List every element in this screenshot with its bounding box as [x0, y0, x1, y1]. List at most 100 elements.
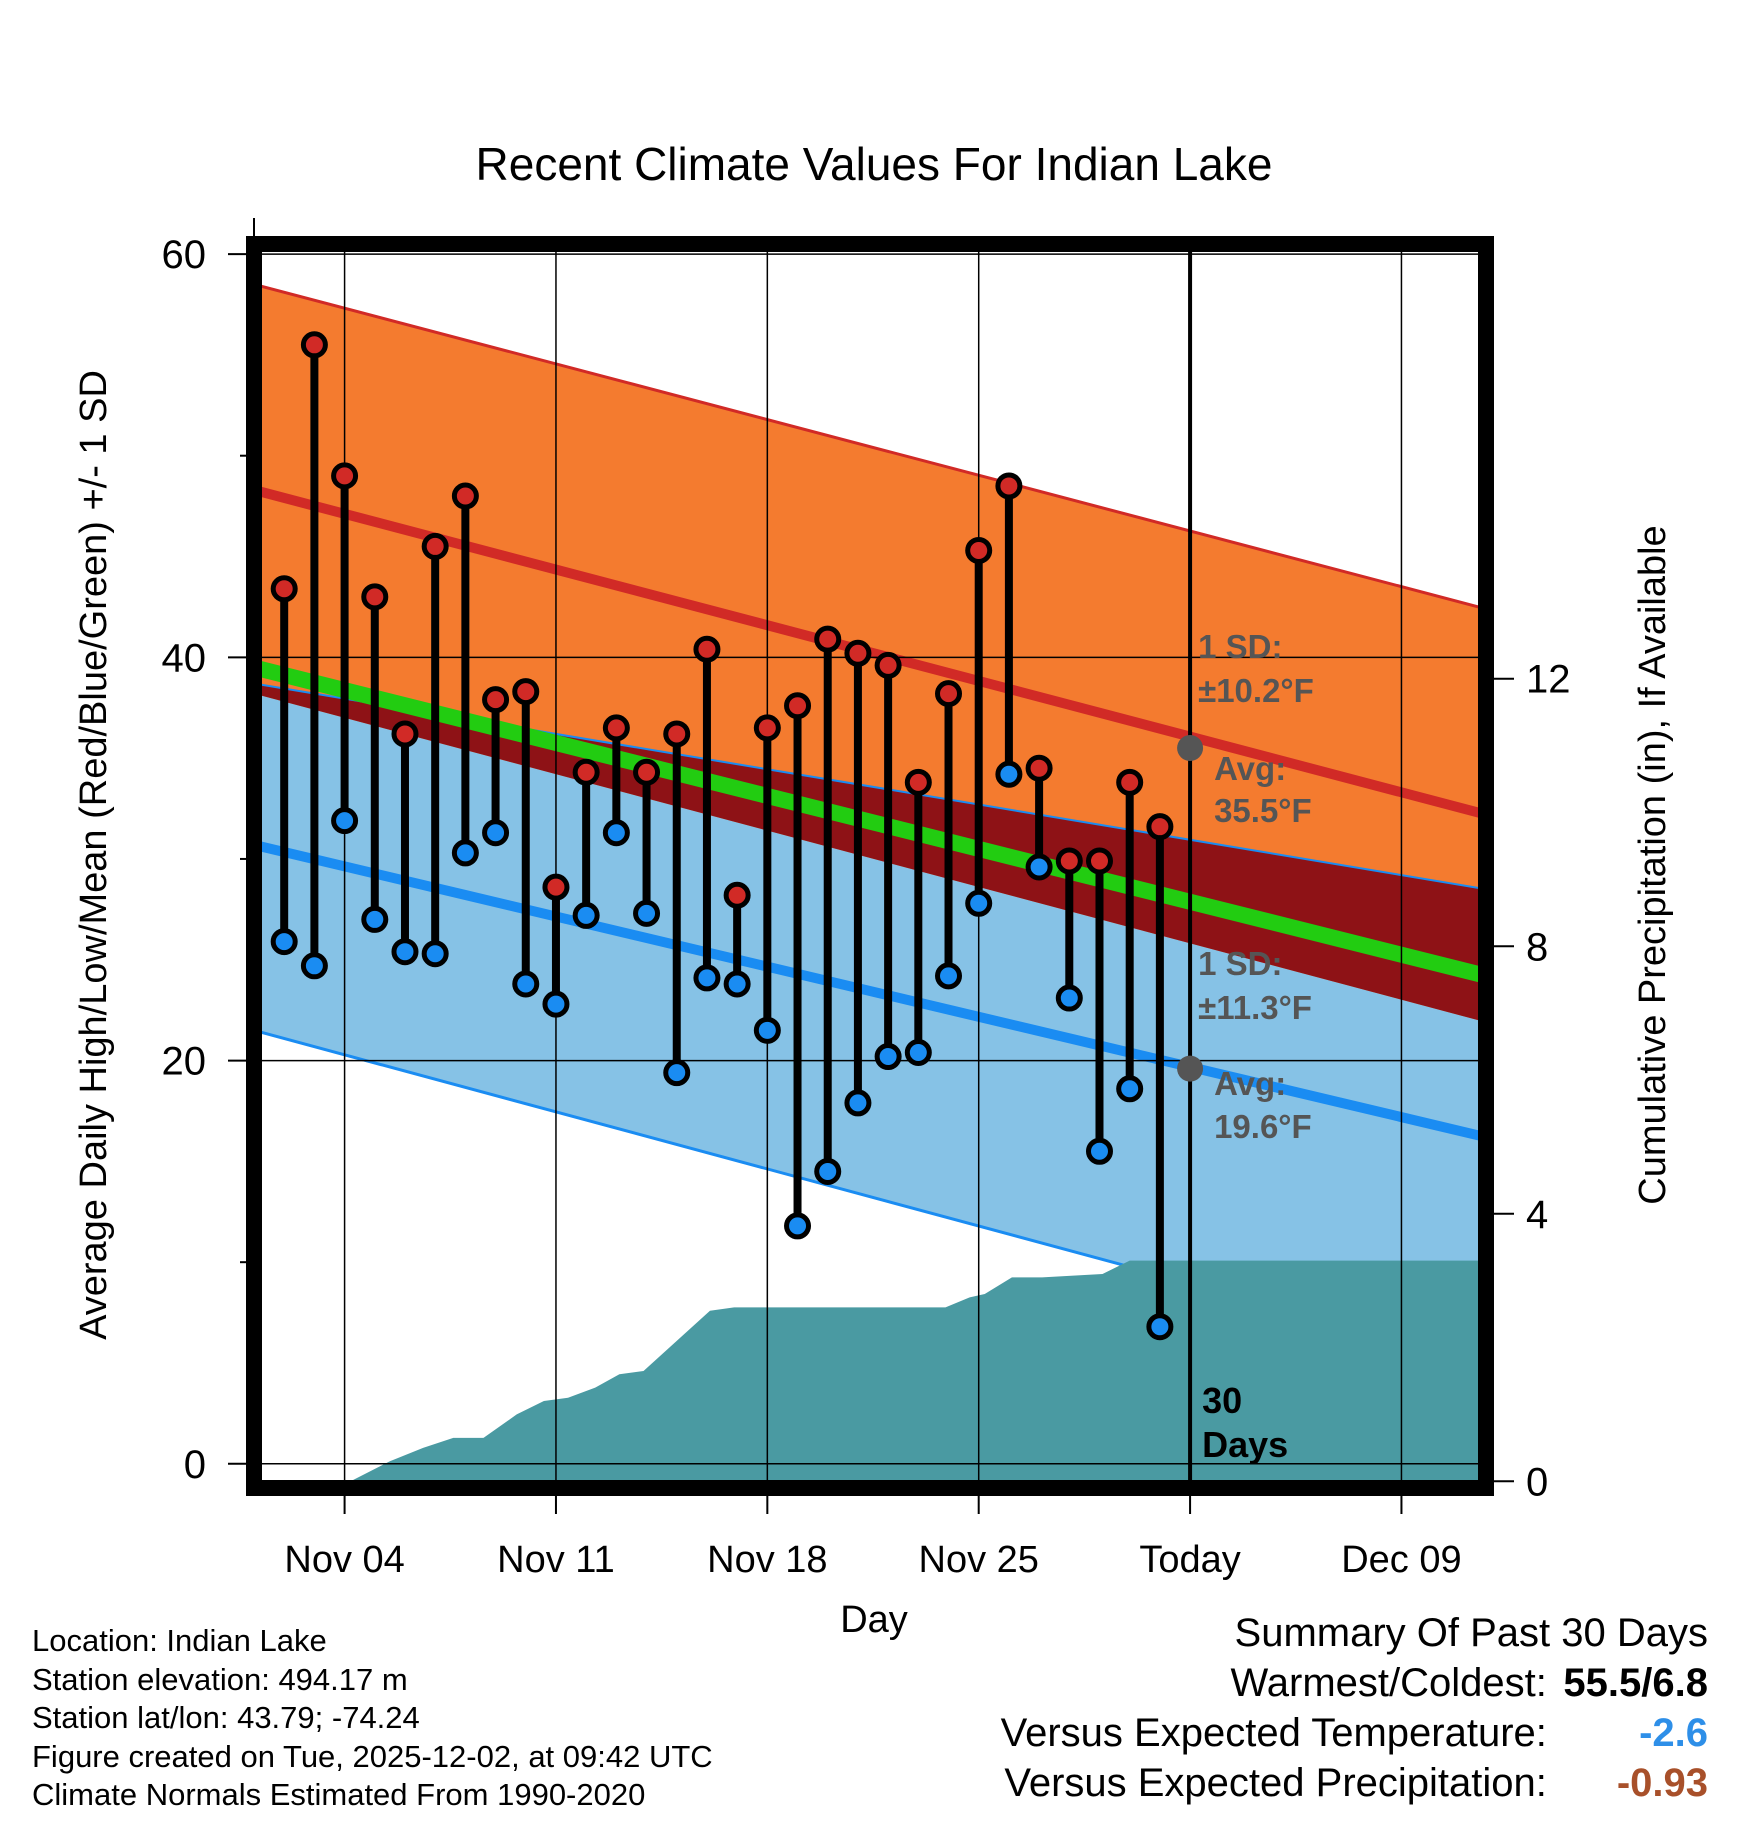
temp-departure-row: Versus Expected Temperature: -2.6 — [1001, 1708, 1708, 1758]
high-avg-marker — [1177, 735, 1204, 762]
daily-low-point — [693, 964, 721, 992]
daily-high-point — [844, 639, 872, 667]
y2-tick-label: 4 — [1526, 1193, 1548, 1237]
daily-low-point — [814, 1157, 842, 1185]
low-avg-marker — [1177, 1055, 1204, 1082]
daily-low-point — [995, 760, 1023, 788]
summary-title: Summary Of Past 30 Days — [1234, 1611, 1708, 1655]
x-tick-label: Nov 11 — [497, 1539, 615, 1581]
high-sd-label: 1 SD: — [1198, 628, 1282, 665]
daily-low-point — [935, 962, 963, 990]
daily-high-point — [482, 686, 510, 714]
high-sd-value: ±10.2°F — [1198, 672, 1314, 709]
daily-low-point — [391, 938, 419, 966]
y-tick-label: 0 — [184, 1443, 206, 1487]
daily-high-point — [633, 758, 661, 786]
daily-high-point — [451, 482, 479, 510]
x-tick-label: Nov 18 — [707, 1539, 827, 1581]
y2-tick-label: 0 — [1526, 1460, 1548, 1504]
x-tick-label: Nov 25 — [919, 1539, 1039, 1581]
daily-high-point — [995, 472, 1023, 500]
daily-low-point — [753, 1016, 781, 1044]
daily-high-point — [965, 536, 993, 564]
daily-low-point — [482, 819, 510, 847]
daily-low-point — [512, 970, 540, 998]
daily-high-point — [784, 692, 812, 720]
daily-low-point — [270, 928, 298, 956]
daily-low-point — [723, 970, 751, 998]
daily-low-point — [361, 905, 389, 933]
daily-low-point — [1146, 1313, 1174, 1341]
daily-low-point — [1025, 853, 1053, 881]
daily-low-point — [904, 1038, 932, 1066]
daily-low-point — [1055, 984, 1083, 1012]
daily-high-point — [391, 720, 419, 748]
daily-low-point — [300, 952, 328, 980]
days-unit-label: Days — [1202, 1424, 1288, 1465]
daily-low-point — [663, 1059, 691, 1087]
daily-low-point — [874, 1043, 902, 1071]
mean-normal-line — [252, 659, 1488, 984]
low-normal-line — [252, 839, 1488, 1143]
daily-low-point — [572, 901, 600, 929]
precip-departure-value: -0.93 — [1616, 1761, 1708, 1805]
created-text: Figure created on Tue, 2025-12-02, at 09… — [32, 1738, 713, 1774]
precip-departure-row: Versus Expected Precipitation: -0.93 — [1001, 1758, 1708, 1808]
daily-high-point — [421, 532, 449, 560]
low-avg-label: Avg: — [1214, 1065, 1286, 1102]
normals-text: Climate Normals Estimated From 1990-2020 — [32, 1777, 646, 1812]
y-axis-label: Average Daily High/Low/Mean (Red/Blue/Gr… — [73, 370, 115, 1340]
temp-departure-value: -2.6 — [1639, 1711, 1708, 1755]
x-tick-label: Dec 09 — [1341, 1539, 1461, 1581]
daily-low-point — [331, 807, 359, 835]
days-count-label: 30 — [1202, 1380, 1242, 1421]
warmest-coldest-row: Warmest/Coldest: 55.5/6.8 — [1001, 1658, 1709, 1708]
y2-tick-label: 8 — [1526, 925, 1548, 969]
daily-low-point — [451, 839, 479, 867]
daily-high-point — [693, 635, 721, 663]
plot-frame — [246, 236, 1494, 1496]
daily-high-point — [331, 462, 359, 490]
high-avg-value: 35.5°F — [1214, 792, 1312, 829]
daily-low-point — [1085, 1137, 1113, 1165]
daily-high-point — [361, 583, 389, 611]
daily-low-point — [1116, 1075, 1144, 1103]
temp-departure-label: Versus Expected Temperature: — [1000, 1711, 1547, 1755]
warmest-coldest-value: 55.5/6.8 — [1563, 1661, 1708, 1705]
precip-departure-label: Versus Expected Precipitation: — [1004, 1761, 1547, 1805]
location-text: Location: Indian Lake — [32, 1623, 327, 1658]
daily-high-point — [753, 714, 781, 742]
daily-high-point — [512, 678, 540, 706]
x-tick-label: Today — [1139, 1539, 1240, 1581]
daily-low-point — [844, 1089, 872, 1117]
daily-high-point — [1055, 847, 1083, 875]
daily-high-point — [542, 873, 570, 901]
plot-area: 0 20 40 60 0 4 8 12 Nov 04 Nov 11 Nov 18 Nov 25 Toda… — [162, 218, 1571, 1581]
precip-area — [263, 1260, 1486, 1482]
daily-high-point — [723, 881, 751, 909]
summary-panel: Summary Of Past 30 Days Warmest/Coldest:… — [1001, 1608, 1708, 1808]
daily-high-point — [904, 768, 932, 796]
x-tick-label: Nov 04 — [284, 1539, 404, 1581]
daily-low-point — [542, 990, 570, 1018]
warmest-coldest-label: Warmest/Coldest: — [1230, 1661, 1547, 1705]
overlap-band — [254, 683, 1486, 1023]
daily-high-point — [1025, 754, 1053, 782]
y2-axis-label: Cumulative Precipitation (in), If Availa… — [1632, 525, 1674, 1204]
daily-high-point — [1146, 813, 1174, 841]
low-avg-value: 19.6°F — [1214, 1108, 1312, 1145]
daily-high-point — [935, 680, 963, 708]
y-tick-label: 60 — [162, 233, 207, 277]
high-avg-label: Avg: — [1214, 750, 1286, 787]
x-axis-label: Day — [840, 1599, 908, 1641]
daily-high-point — [814, 625, 842, 653]
daily-low-point — [602, 819, 630, 847]
daily-high-point — [602, 714, 630, 742]
daily-low-point — [784, 1212, 812, 1240]
chart-title: Recent Climate Values For Indian Lake — [476, 138, 1273, 190]
y2-tick-label: 12 — [1526, 658, 1571, 702]
station-info: Location: Indian Lake Station elevation:… — [32, 1622, 713, 1815]
high-upper-sd-line — [253, 282, 1487, 611]
y-tick-label: 20 — [162, 1040, 207, 1084]
